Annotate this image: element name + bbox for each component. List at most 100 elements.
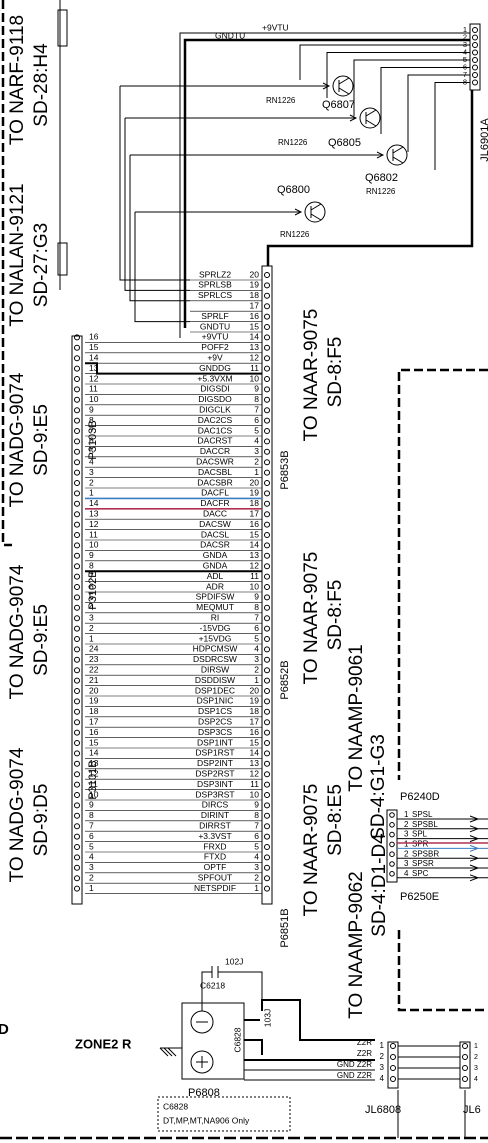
transistor-name: Q6800: [277, 184, 310, 196]
pin-number: 5: [89, 446, 94, 456]
pin-number: 6: [89, 831, 94, 841]
pin-number: 17: [250, 300, 260, 310]
pin: [472, 72, 478, 78]
pin: [264, 667, 270, 674]
wire: [124, 118, 190, 291]
pin-number: 23: [89, 654, 99, 664]
destination-label: TO NADG-9074: [7, 747, 28, 882]
signal-name: SPSBL: [412, 820, 438, 829]
wire: [179, 32, 470, 338]
pin-number: 8: [89, 560, 94, 570]
pin-number: 4: [254, 644, 259, 654]
wire: [407, 74, 470, 152]
wire: [299, 44, 470, 80]
wire: [353, 59, 470, 116]
pin: [264, 448, 270, 455]
pin: [264, 864, 270, 871]
pin: [74, 812, 80, 819]
pin: [74, 407, 80, 414]
signal-name: DACRST: [198, 436, 233, 446]
pin-number: 2: [254, 664, 259, 674]
transistor-leads: [365, 109, 377, 127]
pin: [74, 615, 80, 622]
pin-number: 3: [404, 859, 409, 868]
pin: [264, 500, 270, 507]
pin: [264, 521, 270, 528]
pin-number: 13: [250, 758, 260, 768]
pin-number: 12: [89, 373, 99, 383]
pin: [264, 729, 270, 736]
connector-label: P3103B: [87, 420, 99, 459]
pin-number: 4: [474, 1076, 478, 1083]
pin-number: 3: [89, 467, 94, 477]
base-wire: [135, 208, 303, 216]
destination-label: SD-8:F5: [325, 580, 346, 651]
pin: [74, 334, 80, 341]
pin: [264, 604, 270, 611]
pin: [264, 750, 270, 757]
pin-number: 10: [89, 394, 99, 404]
pin-number: 6: [89, 436, 94, 446]
destination-label: TO NADG-9074: [7, 372, 28, 507]
pin: [74, 532, 80, 538]
signal-name: GNDA: [203, 550, 228, 560]
base-wire: [130, 151, 385, 159]
pin: [389, 841, 395, 848]
pin: [74, 781, 80, 788]
transistor: [386, 144, 408, 166]
pin-number: 11: [250, 363, 259, 373]
pin-number: 2: [404, 849, 409, 858]
wire: [397, 815, 488, 823]
signal-name: SPSR: [412, 859, 434, 868]
pin-number: 2: [89, 872, 94, 882]
pin: [74, 511, 80, 518]
pin-number: 6: [89, 581, 94, 591]
pin: [74, 448, 80, 455]
signal-name: SPDIFSW: [196, 592, 235, 602]
signal-name: DIRRST: [199, 820, 231, 830]
pin: [264, 438, 270, 445]
signal-name: ADL: [207, 571, 224, 581]
pin: [74, 417, 80, 424]
signal-name: ADR: [206, 581, 224, 591]
signal-name: MEQMUT: [196, 602, 234, 612]
wire: [397, 844, 488, 852]
signal-name: DSP2CS: [198, 716, 232, 726]
pin-number: 20: [89, 685, 99, 695]
connector-label: P3101B: [87, 760, 99, 799]
signal-name: SPRLCS: [198, 290, 232, 300]
pin: [264, 563, 270, 570]
pin-number: 15: [89, 737, 99, 747]
pin-number: 7: [89, 425, 94, 435]
wire: [397, 854, 488, 862]
transistor: [359, 107, 381, 129]
pin-number: 21: [89, 675, 99, 685]
destination-label: SD-8:E5: [325, 784, 346, 856]
pin-number: 12: [250, 768, 260, 778]
pin: [264, 854, 270, 861]
pin: [74, 344, 80, 351]
pin-number: 8: [463, 77, 467, 86]
pin: [264, 875, 270, 882]
zone-label: ZONE2 R: [75, 1036, 132, 1051]
pin: [264, 656, 270, 663]
signal-name: +9V: [207, 352, 223, 362]
wire: [397, 874, 488, 882]
pin-number: 2: [254, 456, 259, 466]
component-label: C6828: [232, 1027, 242, 1052]
capacitor: [201, 966, 263, 1011]
pin: [390, 1054, 396, 1060]
signal-name: DACFR: [200, 498, 229, 508]
signal-name: DACSWR: [196, 456, 234, 466]
pin: [264, 272, 270, 278]
pin-number: 15: [250, 529, 260, 539]
pin: [264, 407, 270, 414]
pin-number: 2: [89, 477, 94, 487]
pin: [389, 871, 395, 877]
pin: [74, 875, 80, 882]
pin: [74, 396, 80, 403]
pin: [264, 698, 270, 705]
pin-number: 3: [254, 862, 259, 872]
pin: [74, 750, 80, 757]
pin: [264, 771, 270, 778]
